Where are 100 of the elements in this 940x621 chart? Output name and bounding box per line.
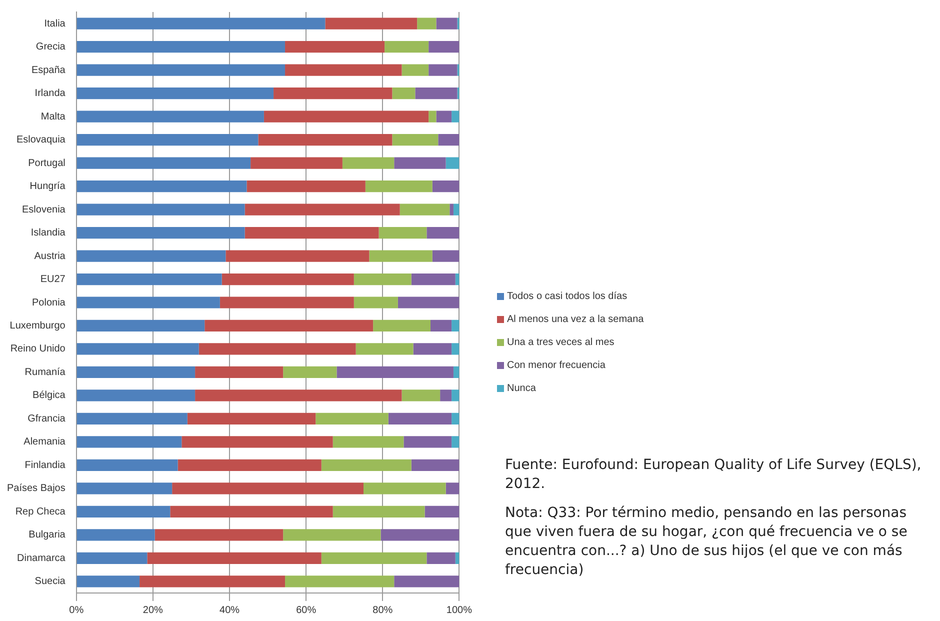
bar: [398, 296, 460, 308]
bar: [220, 296, 354, 308]
bar: [438, 134, 460, 146]
bar: [170, 506, 333, 518]
bar: [285, 576, 394, 588]
bar: [204, 320, 374, 332]
bar: [402, 64, 429, 76]
bar: [411, 459, 460, 471]
y-tick-label: Dinamarca: [17, 552, 66, 564]
bar: [76, 320, 205, 332]
bar: [172, 482, 364, 494]
bar: [76, 366, 196, 378]
bar: [394, 576, 460, 588]
bar: [354, 273, 412, 286]
bar: [392, 134, 438, 146]
bar: [76, 436, 182, 448]
bar: [76, 459, 178, 471]
bar: [76, 134, 258, 146]
bar: [325, 18, 418, 30]
bar: [436, 18, 458, 30]
bar: [365, 180, 432, 192]
bar: [250, 157, 342, 169]
bar: [426, 226, 460, 239]
bar: [76, 18, 326, 30]
bar: [178, 459, 322, 471]
bar: [432, 180, 460, 192]
bar: [440, 390, 452, 402]
y-tick-label: Irlanda: [34, 88, 66, 100]
bar: [432, 250, 460, 262]
bar: [452, 343, 460, 355]
bar: [285, 41, 385, 53]
bar: [76, 482, 172, 494]
bar: [147, 552, 322, 564]
bar: [354, 296, 398, 308]
bar: [76, 110, 264, 122]
bar: [392, 88, 416, 100]
y-tick-label: Polonia: [32, 297, 66, 308]
bar: [453, 366, 460, 378]
bar: [424, 506, 460, 518]
bar: [76, 226, 245, 239]
y-tick-label: Malta: [40, 111, 66, 122]
bar: [356, 343, 414, 355]
x-tick-label: 20%: [142, 604, 164, 616]
bar: [402, 390, 440, 402]
bar: [321, 459, 412, 471]
bar: [446, 482, 460, 494]
bar: [76, 296, 220, 308]
bar: [415, 88, 458, 100]
bar: [452, 412, 460, 425]
bar: [154, 529, 284, 541]
bar: [198, 343, 356, 355]
bar: [373, 320, 430, 332]
bar: [378, 226, 427, 239]
bar: [332, 436, 404, 448]
bar: [222, 273, 354, 286]
bar: [455, 552, 460, 564]
y-tick-label: Austria: [34, 250, 66, 262]
bar: [455, 273, 460, 286]
y-tick-label: EU27: [40, 274, 66, 286]
source-note: Fuente: Eurofound: European Quality of Life Survey (EQLS), 2012.: [505, 456, 922, 494]
bar: [76, 529, 155, 541]
bar: [332, 506, 425, 518]
bar: [428, 41, 460, 53]
y-tick-label: Grecia: [36, 42, 66, 53]
legend-label: Al menos una vez a la semana: [507, 314, 644, 325]
bar: [244, 204, 400, 216]
bar: [274, 88, 392, 100]
bar: [426, 552, 456, 564]
y-tick-label: Alemania: [24, 436, 66, 448]
bar: [428, 64, 458, 76]
bar: [76, 64, 286, 76]
x-tick-label: 0%: [69, 604, 84, 616]
y-tick-label: Rumanía: [24, 366, 66, 378]
bar: [187, 412, 316, 425]
bar: [76, 157, 251, 169]
bar: [446, 157, 460, 169]
bar: [380, 529, 460, 541]
bar: [140, 576, 286, 588]
bar: [195, 390, 402, 402]
bar: [316, 412, 388, 425]
bar: [364, 482, 446, 494]
y-tick-label: Suecia: [34, 576, 66, 588]
x-tick-label: 60%: [296, 604, 316, 616]
y-tick-label: España: [31, 64, 66, 76]
bar: [321, 552, 427, 564]
bar: [76, 552, 148, 564]
bar: [226, 250, 370, 262]
x-tick-label: 80%: [372, 604, 393, 616]
y-tick-label: Hungría: [30, 181, 66, 192]
bar: [452, 436, 460, 448]
bar: [76, 412, 188, 425]
bar: [450, 204, 454, 216]
y-tick-label: Finlandia: [24, 460, 66, 471]
bar: [452, 390, 460, 402]
y-tick-label: Italia: [44, 18, 66, 30]
bar: [76, 273, 222, 286]
y-tick-label: Eslovenia: [22, 204, 66, 216]
bar: [413, 343, 452, 355]
bar: [76, 41, 286, 53]
bar: [400, 204, 450, 216]
